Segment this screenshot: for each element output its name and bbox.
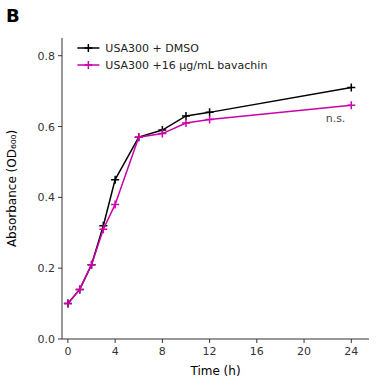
- y-tick-label: 0.8: [38, 50, 56, 63]
- x-axis-label: Time (h): [189, 364, 240, 378]
- x-tick-label: 4: [112, 345, 119, 358]
- annotation: n.s.: [326, 112, 346, 125]
- legend-marker: [84, 44, 92, 52]
- x-tick: [304, 339, 305, 343]
- x-tick-label: 24: [344, 345, 358, 358]
- x-tick-label: 16: [250, 345, 264, 358]
- y-tick-label: 0.0: [38, 333, 56, 346]
- x-tick: [115, 339, 116, 343]
- point-marker: [88, 261, 96, 269]
- x-tick-label: 20: [297, 345, 311, 358]
- point-marker: [347, 84, 355, 92]
- legend-label: USA300 + DMSO: [105, 42, 199, 55]
- x-tick: [209, 339, 210, 343]
- y-tick-label: 0.2: [38, 262, 56, 275]
- y-axis-label: Absorbance (OD₆₀₀): [5, 130, 19, 247]
- point-marker: [182, 119, 190, 127]
- point-marker: [206, 115, 214, 123]
- point-marker: [64, 300, 72, 308]
- legend: USA300 + DMSO USA300 +16 μg/mL bavachin: [77, 42, 267, 72]
- point-marker: [111, 200, 119, 208]
- x-tick-label: 8: [159, 345, 166, 358]
- legend-marker: [84, 61, 92, 69]
- point-marker: [76, 285, 84, 293]
- point-marker: [347, 101, 355, 109]
- x-tick: [351, 339, 352, 343]
- y-tick-label: 0.6: [38, 121, 56, 134]
- point-marker: [88, 261, 96, 269]
- point-marker: [135, 133, 143, 141]
- title: B: [6, 5, 20, 26]
- y-axis-line: [62, 38, 63, 339]
- y-tick-label: 0.4: [38, 191, 56, 204]
- point-marker: [182, 112, 190, 120]
- y-tick: [58, 268, 62, 269]
- x-tick: [162, 339, 163, 343]
- point-marker: [111, 176, 119, 184]
- chart: B 0 4 8 12 16 20 24 0.0 0.2 0.4 0.6 0.8 Time (h) Absor…: [0, 0, 385, 385]
- y-tick: [58, 339, 62, 340]
- x-tick-label: 12: [203, 345, 217, 358]
- x-tick: [256, 339, 257, 343]
- plot-area: [64, 84, 355, 308]
- y-tick: [58, 126, 62, 127]
- point-marker: [135, 133, 143, 141]
- x-axis-line: [62, 339, 369, 340]
- point-marker: [206, 108, 214, 116]
- series-line: [68, 88, 351, 304]
- x-tick-label: 0: [64, 345, 71, 358]
- y-tick: [58, 197, 62, 198]
- legend-label: USA300 +16 μg/mL bavachin: [105, 59, 267, 72]
- series-line: [68, 105, 351, 303]
- point-marker: [99, 225, 107, 233]
- x-tick: [67, 339, 68, 343]
- point-marker: [158, 130, 166, 138]
- y-tick: [58, 55, 62, 56]
